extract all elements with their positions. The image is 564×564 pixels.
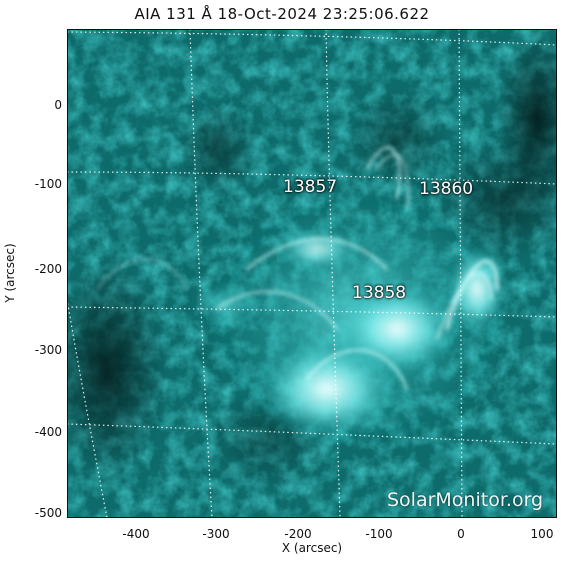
y-tick-label: -200 [34,262,62,276]
y-tick-label: -100 [34,177,62,191]
region-label: 13857 [283,177,338,197]
x-tick-label: 100 [530,527,554,541]
region-label: 13860 [419,179,474,199]
solar-image: 13857 13860 13858 SolarMonitor.org [47,28,564,519]
y-tick-label: -300 [34,343,62,357]
y-axis-title: Y (arcsec) [3,243,17,303]
plot-title: AIA 131 Å 18-Oct-2024 23:25:06.622 [134,5,430,23]
region-label: 13858 [352,283,407,303]
y-tick-label: -500 [34,506,62,520]
solar-image-svg [47,28,564,519]
y-tick-label: -400 [34,425,62,439]
x-tick-label: -400 [122,527,150,541]
x-tick-label: -300 [202,527,230,541]
y-tick-label: 0 [54,98,62,112]
x-axis-title: X (arcsec) [281,541,343,555]
watermark: SolarMonitor.org [387,489,544,511]
x-tick-label: -200 [284,527,312,541]
x-tick-label: -100 [365,527,393,541]
x-tick-label: 0 [457,527,465,541]
